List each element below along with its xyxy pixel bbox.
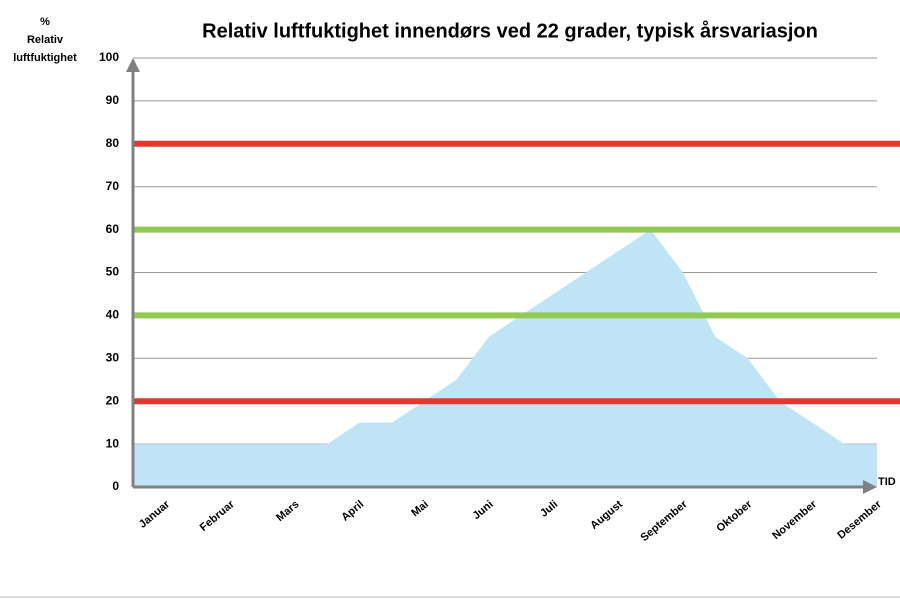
x-tick-label: September [638, 498, 690, 544]
area [133, 229, 877, 487]
x-tick-label: August [588, 498, 625, 532]
y-axis-label: Relativ [27, 34, 64, 46]
y-tick-label: 90 [106, 93, 120, 107]
x-tick-label: Februar [198, 498, 238, 534]
y-axis-label: luftfuktighet [13, 52, 77, 64]
y-tick-label: 50 [106, 265, 120, 279]
x-tick-label: Oktober [714, 498, 755, 535]
x-axis-arrow [863, 480, 877, 494]
y-tick-label: 20 [106, 393, 120, 407]
y-tick-label: 10 [106, 436, 120, 450]
x-tick-label: Januar [137, 498, 173, 531]
y-tick-label: 40 [106, 308, 120, 322]
y-tick-label: 100 [99, 50, 119, 64]
x-tick-label: Mai [409, 498, 431, 519]
y-axis-arrow [126, 58, 140, 72]
y-tick-label: 30 [106, 350, 120, 364]
x-tick-label: Juli [538, 498, 560, 519]
chart-title: Relativ luftfuktighet innendørs ved 22 g… [202, 19, 818, 42]
x-tick-label: Mars [274, 498, 301, 524]
y-tick-label: 80 [106, 136, 120, 150]
x-tick-label: Juni [471, 498, 496, 522]
x-tick-label: November [770, 498, 819, 542]
y-axis-label: % [40, 16, 50, 28]
x-axis-label: TID [878, 476, 896, 488]
x-tick-label: April [339, 498, 366, 523]
x-tick-label: Desember [835, 498, 884, 542]
y-tick-label: 70 [106, 179, 120, 193]
y-tick-label: 0 [112, 479, 119, 493]
y-tick-label: 60 [106, 222, 120, 236]
